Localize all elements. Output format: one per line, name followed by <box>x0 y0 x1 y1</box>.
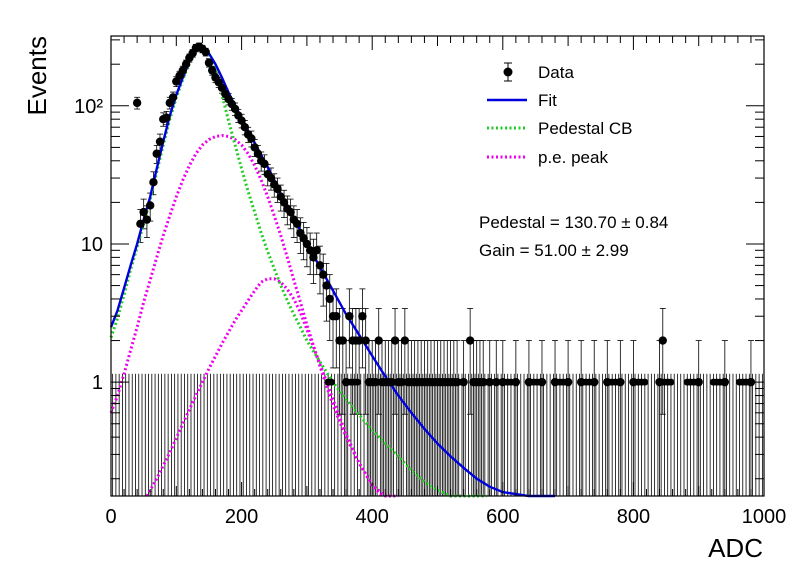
data-point <box>325 294 334 304</box>
data-point <box>536 378 544 386</box>
x-tick-label: 400 <box>356 506 389 528</box>
data-point <box>390 336 400 345</box>
annotation-pedestal: Pedestal = 130.70 ± 0.84 <box>479 213 668 232</box>
data-point <box>178 66 188 75</box>
x-tick-label: 1000 <box>742 506 787 528</box>
data-point <box>279 198 289 207</box>
data-point <box>319 270 328 279</box>
x-tick-label: 0 <box>105 506 116 528</box>
data-point <box>589 378 597 386</box>
data-point <box>250 143 259 152</box>
data-point <box>292 219 302 228</box>
data-point <box>361 336 370 345</box>
y-tick-label: 10² <box>74 96 103 118</box>
data-point <box>260 159 269 169</box>
data-point <box>145 201 155 210</box>
data-point <box>387 377 396 387</box>
data-point <box>380 378 388 386</box>
data-point <box>155 137 165 146</box>
axis-ticks: 0 200 400 600 800 1000 1 10 10² <box>74 36 786 528</box>
data-point <box>273 184 282 194</box>
data-point <box>484 378 492 386</box>
data-point <box>136 219 145 228</box>
legend-label: Pedestal CB <box>538 119 633 138</box>
data-point <box>286 207 295 217</box>
legend: Data Fit Pedestal CB p.e. peak <box>487 62 633 167</box>
data-point <box>237 116 246 125</box>
data-point <box>641 378 649 386</box>
data-point <box>266 173 276 183</box>
data-point <box>162 113 171 122</box>
data-point <box>208 66 217 75</box>
data-point <box>667 378 675 386</box>
data-point <box>354 336 364 345</box>
x-axis-label: ADC <box>708 533 763 563</box>
data-point <box>305 246 315 255</box>
data-point <box>322 281 331 290</box>
y-tick-label: 1 <box>92 372 103 394</box>
data-point <box>152 149 161 158</box>
data-point <box>693 378 701 386</box>
data-point <box>312 246 321 255</box>
data-point <box>315 261 325 270</box>
legend-label: p.e. peak <box>538 148 608 167</box>
data-point <box>465 336 475 345</box>
data-point <box>458 378 466 386</box>
data-point <box>562 378 570 386</box>
annotation-gain: Gain = 51.00 ± 2.99 <box>479 241 629 260</box>
data-point <box>201 47 210 57</box>
data-points <box>132 42 756 387</box>
data-point <box>374 336 383 345</box>
data-point <box>149 177 158 187</box>
data-point <box>345 312 354 321</box>
data-point <box>230 104 240 114</box>
data-point <box>142 215 152 224</box>
data-point <box>615 378 623 386</box>
data-point <box>332 312 341 321</box>
data-point <box>132 98 142 108</box>
data-point <box>400 336 410 345</box>
data-point <box>181 60 191 69</box>
data-point <box>327 378 335 386</box>
data-point <box>253 149 263 158</box>
y-tick-label: 10 <box>81 234 103 256</box>
data-point <box>719 378 727 386</box>
x-tick-label: 200 <box>225 506 258 528</box>
data-point <box>240 123 250 132</box>
data-point <box>358 312 367 321</box>
data-point <box>658 336 667 345</box>
legend-label: Fit <box>538 91 557 110</box>
pe-peak-curve <box>145 277 399 498</box>
legend-data-marker <box>503 67 513 77</box>
x-tick-label: 600 <box>486 506 519 528</box>
data-point <box>247 134 256 143</box>
y-axis-label: Events <box>22 36 52 116</box>
data-point <box>338 336 348 345</box>
data-point <box>354 378 362 386</box>
data-point <box>492 377 501 387</box>
data-point <box>168 93 178 102</box>
data-point <box>510 378 518 386</box>
data-point <box>309 253 318 262</box>
x-tick-label: 800 <box>617 506 650 528</box>
data-point <box>139 207 148 217</box>
data-point <box>406 378 414 386</box>
legend-label: Data <box>538 63 574 82</box>
data-point <box>204 58 214 67</box>
data-point <box>432 378 440 386</box>
data-point <box>302 239 312 249</box>
